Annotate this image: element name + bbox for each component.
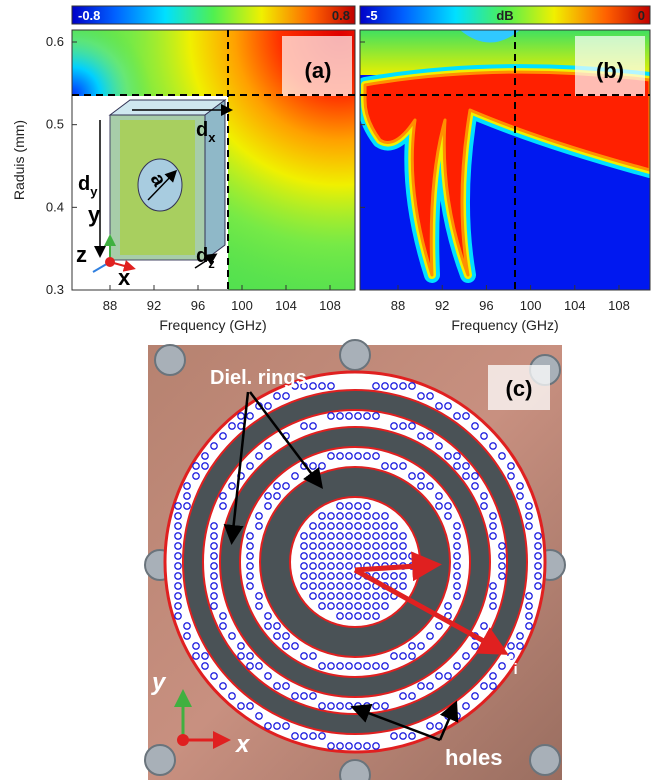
- screw: [340, 340, 370, 370]
- label-base: d: [196, 245, 208, 267]
- x-tick-label: 104: [564, 298, 586, 313]
- inset-label: y: [88, 202, 101, 227]
- x-tick-label: 88: [103, 298, 117, 313]
- colorbar-unit: dB: [496, 8, 513, 23]
- annotation: Diel. rings: [210, 367, 307, 389]
- y-tick-label: 0.3: [46, 282, 64, 297]
- x-tick-label: 92: [147, 298, 161, 313]
- label-subscript: z: [208, 256, 215, 271]
- screw: [155, 345, 185, 375]
- panel-label: (c): [506, 376, 533, 401]
- x-axis-label: Frequency (GHz): [451, 317, 558, 333]
- annotation: holes: [445, 745, 502, 770]
- panel-label: (b): [596, 58, 624, 83]
- unit-cell-inset: [93, 100, 230, 272]
- screw: [340, 760, 370, 780]
- axis-origin: [177, 734, 189, 746]
- axis-label: y: [151, 669, 167, 696]
- y-tick-label: 0.5: [46, 117, 64, 132]
- screw: [530, 745, 560, 775]
- y-axis-label: Raduis (mm): [11, 120, 27, 200]
- panel-label: (a): [305, 58, 332, 83]
- label-subscript: x: [208, 130, 216, 145]
- screw: [145, 745, 175, 775]
- y-tick-label: 0.4: [46, 199, 64, 214]
- x-tick-label: 108: [608, 298, 630, 313]
- x-tick-label: 88: [391, 298, 405, 313]
- label-base: d: [196, 119, 208, 141]
- x-tick-label: 92: [435, 298, 449, 313]
- colorbar-min: -0.8: [78, 8, 100, 23]
- x-tick-label: 108: [319, 298, 341, 313]
- colorbar-min: -5: [366, 8, 378, 23]
- axis-label: x: [234, 731, 251, 758]
- figure: -0.8 0.8 -5 dB 0: [0, 0, 660, 780]
- x-axis-label: Frequency (GHz): [159, 317, 266, 333]
- x-tick-label: 100: [231, 298, 253, 313]
- colorbar-a: [72, 6, 355, 24]
- label-base: d: [78, 173, 90, 195]
- x-tick-label: 96: [479, 298, 493, 313]
- photo: [145, 340, 565, 780]
- label-subscript: i: [514, 662, 518, 678]
- inset-label: z: [76, 242, 87, 267]
- x-tick-label: 96: [191, 298, 205, 313]
- inset-label: x: [118, 265, 131, 290]
- x-tick-label: 100: [520, 298, 542, 313]
- label-subscript: y: [90, 184, 98, 199]
- y-tick-label: 0.6: [46, 34, 64, 49]
- colorbar-max: 0: [638, 8, 645, 23]
- colorbar-max: 0.8: [332, 8, 350, 23]
- x-tick-label: 104: [275, 298, 297, 313]
